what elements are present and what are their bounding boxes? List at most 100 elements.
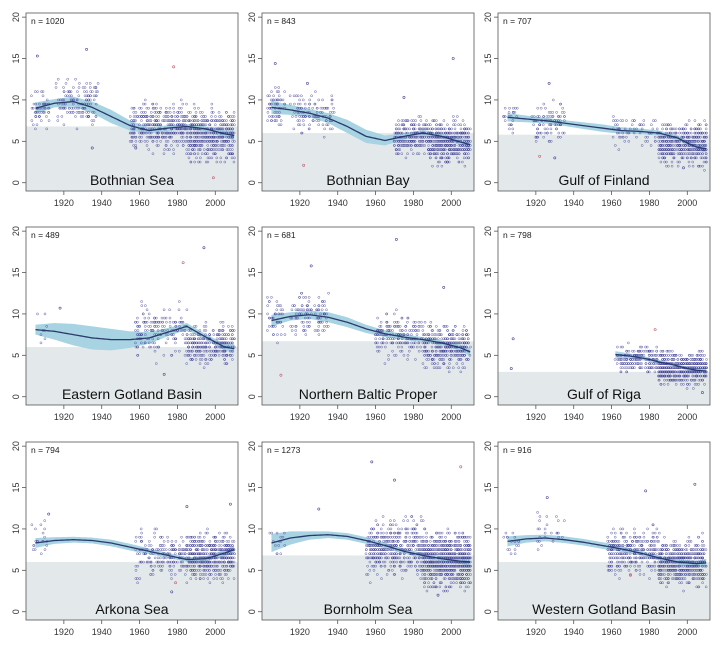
data-point [387, 354, 390, 357]
data-point [204, 362, 207, 365]
data-point [214, 119, 217, 122]
data-point [211, 111, 215, 114]
data-point [670, 148, 674, 151]
data-point [693, 152, 697, 156]
data-point [268, 115, 271, 118]
data-point [39, 523, 43, 527]
data-point [418, 144, 421, 147]
data-point [275, 300, 279, 303]
data-point [204, 325, 208, 328]
data-point [270, 325, 274, 328]
data-point [161, 320, 164, 324]
data-point [208, 349, 212, 353]
data-point [328, 115, 332, 118]
x-tick-label: 1940 [564, 412, 584, 422]
data-point [625, 370, 629, 374]
data-point [197, 564, 200, 568]
data-point [621, 131, 625, 135]
x-tick-label: 2000 [677, 198, 697, 208]
data-point [406, 144, 409, 147]
data-point [172, 148, 175, 151]
data-point [457, 148, 461, 151]
data-point [215, 333, 219, 336]
panel-title: Bothnian Sea [90, 172, 174, 188]
data-point [534, 135, 538, 139]
data-point [176, 111, 180, 114]
data-point [404, 127, 408, 131]
data-point [676, 366, 679, 370]
data-point [231, 329, 234, 332]
data-point [185, 308, 189, 312]
data-point [663, 354, 666, 357]
data-point [459, 123, 463, 127]
x-tick-label: 1960 [602, 198, 622, 208]
data-point [693, 358, 697, 361]
data-point [215, 577, 219, 580]
data-point [414, 358, 417, 361]
data-point [688, 131, 691, 135]
data-point [143, 98, 147, 102]
data-point [410, 135, 414, 139]
data-point [401, 329, 404, 332]
data-point [144, 544, 147, 547]
data-point-outlier [306, 81, 309, 85]
data-point [183, 552, 187, 556]
data-point [651, 366, 655, 370]
data-point [701, 152, 704, 156]
y-tick-label: 20 [11, 226, 21, 236]
data-point [444, 325, 447, 328]
data-point [135, 345, 139, 349]
data-point [155, 119, 158, 122]
data-point [530, 115, 534, 118]
data-point [228, 152, 232, 156]
data-point [187, 148, 191, 151]
data-point [400, 349, 404, 353]
data-point [313, 304, 316, 307]
data-point [453, 127, 457, 131]
data-point [72, 102, 75, 106]
data-point [562, 131, 566, 135]
data-point [198, 131, 202, 135]
data-point [172, 544, 175, 547]
data-point [453, 337, 457, 341]
data-point [319, 111, 322, 114]
data-point [435, 119, 438, 122]
data-point [323, 304, 326, 307]
data-point [438, 333, 442, 336]
data-point [440, 345, 443, 349]
data-point [225, 127, 228, 131]
data-point [30, 94, 33, 98]
data-point [138, 106, 141, 110]
data-point [703, 131, 706, 135]
data-point [231, 127, 234, 131]
data-point [181, 123, 185, 127]
data-point [678, 378, 682, 382]
data-point [687, 148, 691, 151]
data-point [651, 127, 655, 131]
data-point [438, 127, 442, 131]
data-point [381, 329, 385, 332]
data-point [436, 333, 440, 336]
data-point [632, 127, 636, 131]
data-point [219, 144, 223, 147]
data-point [685, 358, 689, 361]
data-point [155, 131, 159, 135]
data-point [177, 569, 181, 572]
data-point [687, 374, 691, 378]
x-tick-label: 1920 [290, 412, 310, 422]
data-point [653, 370, 657, 374]
data-point [140, 119, 143, 122]
data-point [391, 337, 394, 341]
data-point [308, 316, 311, 320]
data-point [693, 156, 696, 160]
data-point [682, 374, 685, 378]
data-point [440, 337, 444, 341]
data-point [165, 320, 168, 324]
data-point [192, 102, 196, 106]
data-point [320, 308, 324, 312]
data-point [703, 119, 706, 122]
data-point [187, 345, 190, 349]
data-point [173, 548, 177, 551]
data-point [232, 564, 236, 568]
